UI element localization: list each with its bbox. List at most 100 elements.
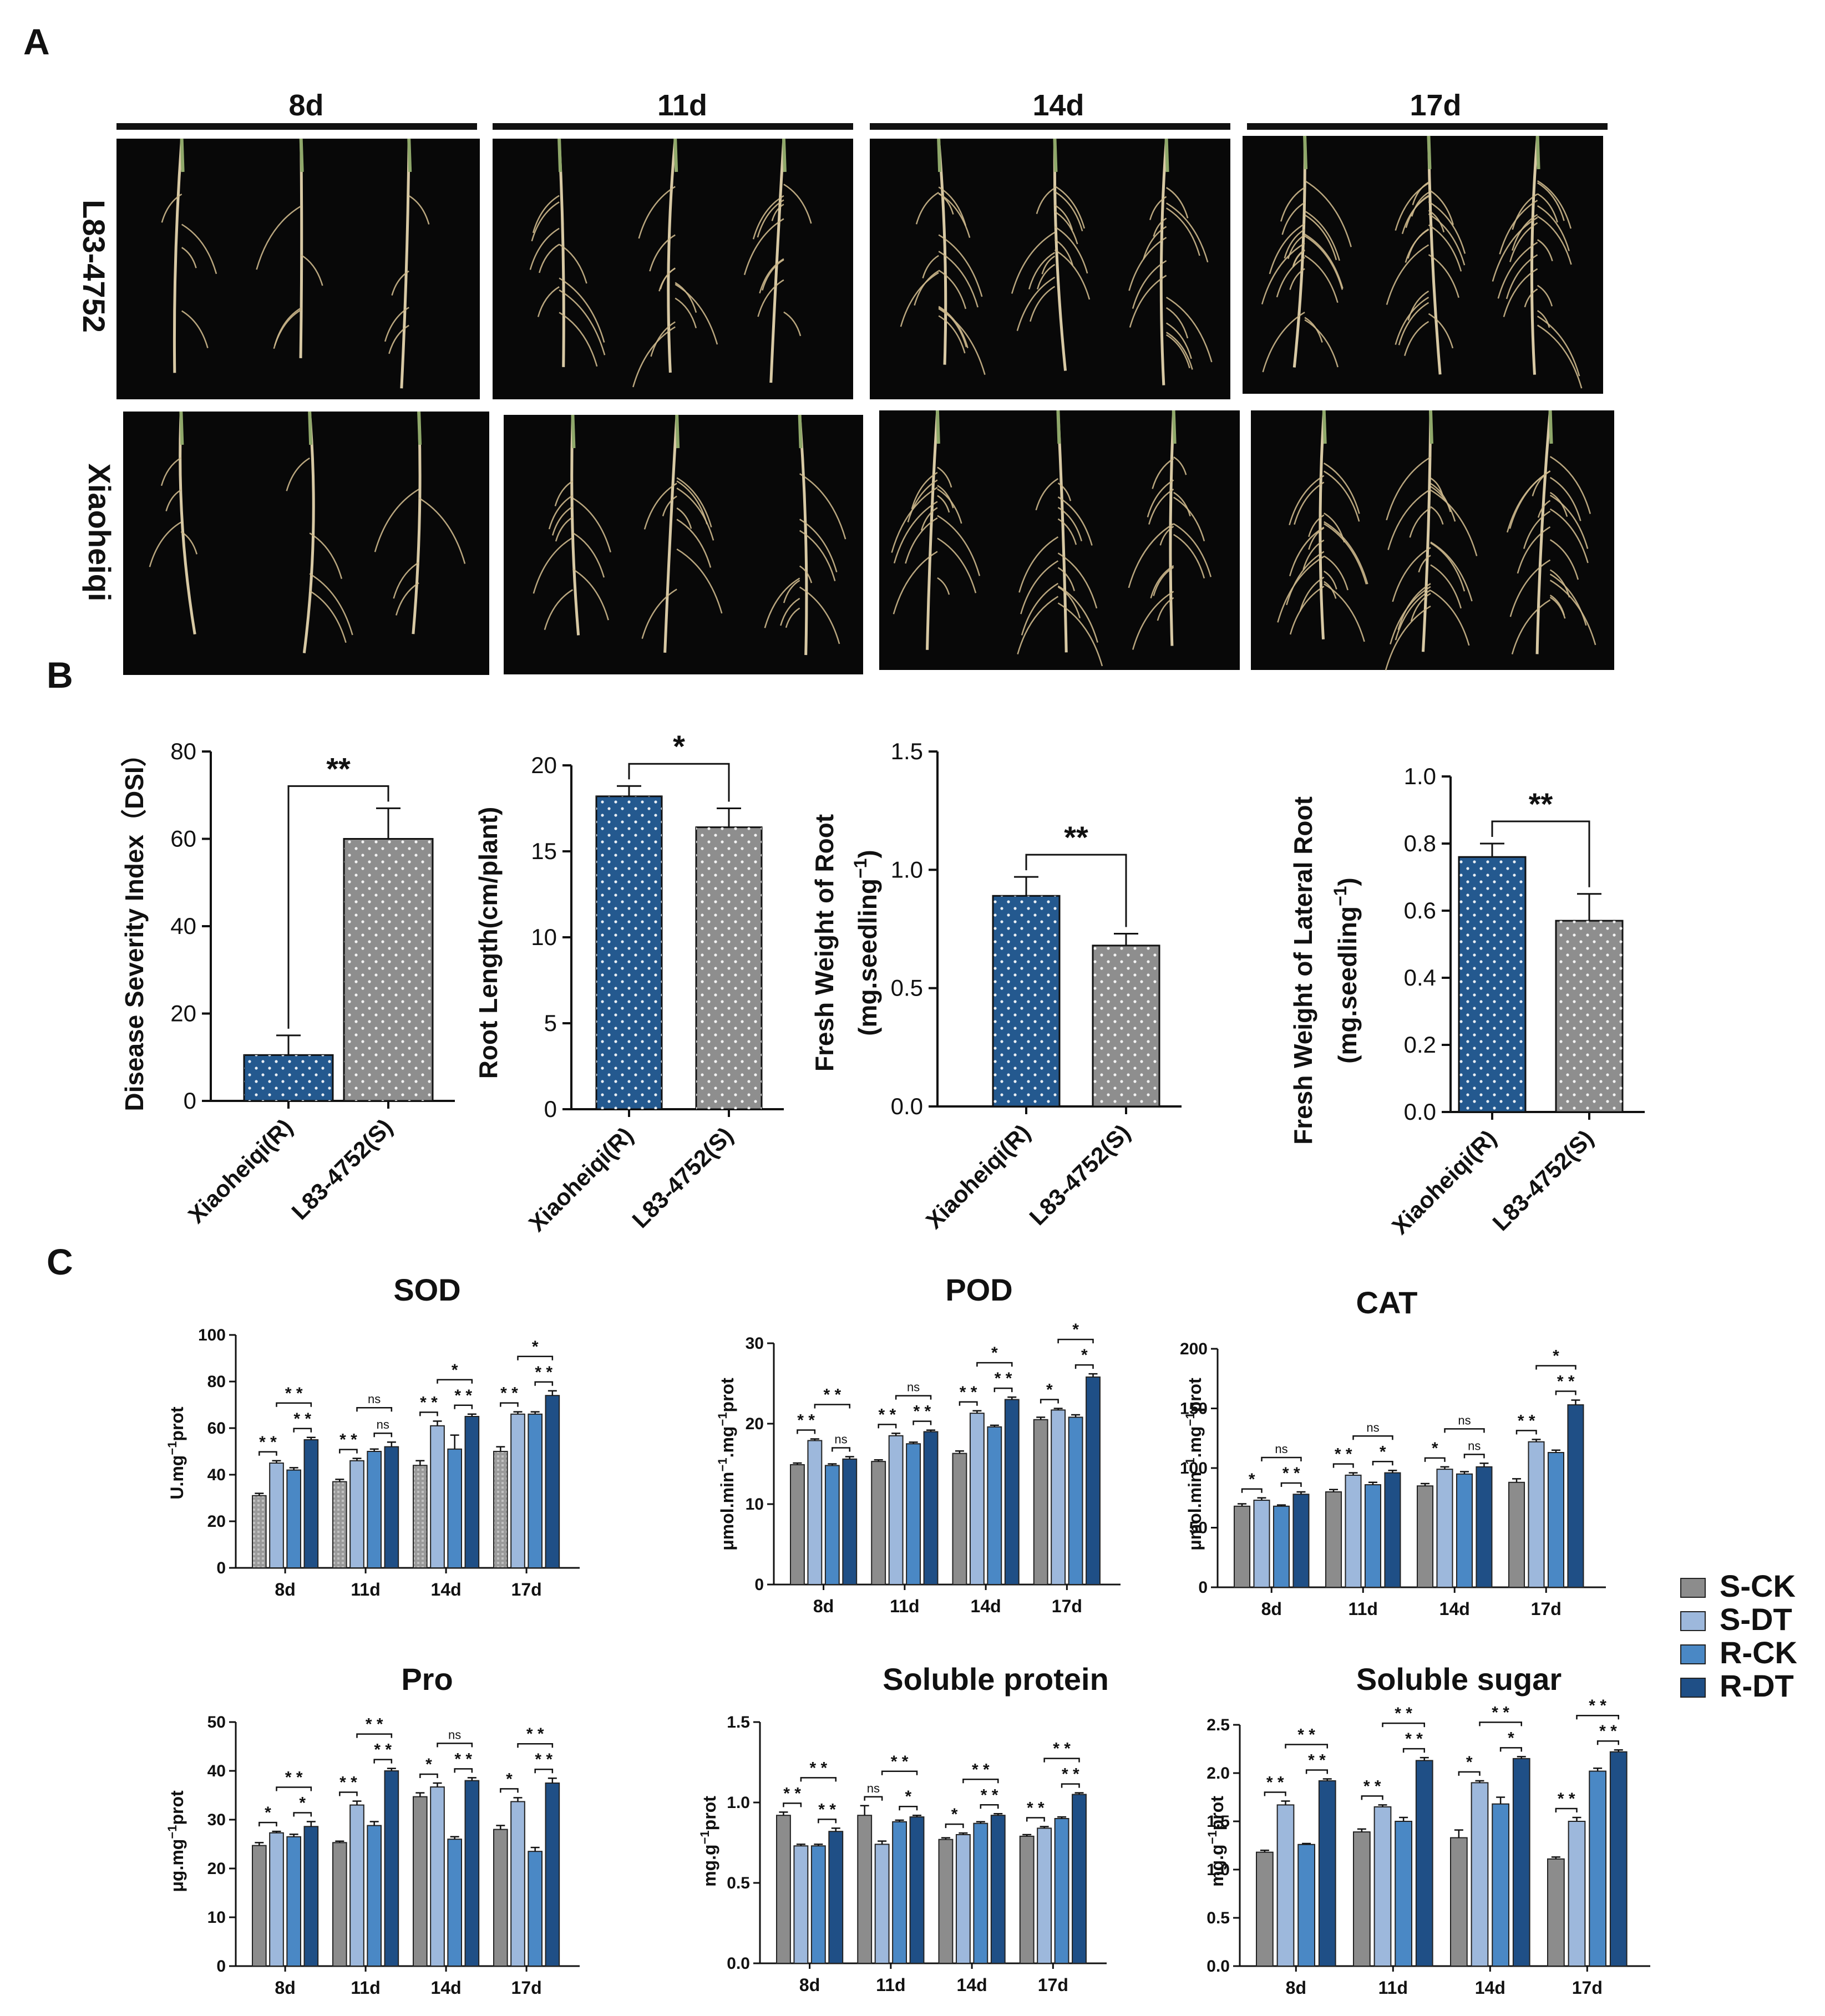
lateral-root bbox=[1537, 182, 1565, 221]
lateral-root bbox=[1324, 463, 1360, 514]
y-axis-label-superscript: −1 bbox=[1183, 1458, 1197, 1471]
lateral-root bbox=[1430, 478, 1443, 496]
lateral-root bbox=[180, 531, 198, 555]
lateral-root bbox=[757, 199, 784, 238]
lateral-root bbox=[743, 218, 784, 275]
significance-marker: * * bbox=[285, 1384, 303, 1403]
y-axis-label-superscript: −1 bbox=[698, 1830, 712, 1844]
lateral-root bbox=[1549, 595, 1565, 616]
significance-marker: * * bbox=[879, 1405, 896, 1424]
lateral-root bbox=[1407, 290, 1429, 321]
lateral-root bbox=[799, 519, 838, 572]
bar bbox=[510, 1801, 525, 1967]
bar bbox=[493, 1451, 508, 1568]
lateral-root bbox=[1308, 514, 1325, 537]
significance-marker: ** bbox=[1064, 820, 1088, 855]
bar bbox=[955, 1834, 971, 1964]
lateral-root bbox=[384, 307, 409, 342]
bar bbox=[906, 1443, 921, 1585]
lateral-root bbox=[1304, 233, 1344, 289]
y-axis-label-superscript: −1 bbox=[1205, 1830, 1219, 1844]
y-axis-label: μmol.min−1.mg−1prot bbox=[716, 1378, 737, 1551]
y-tick-label: 20 bbox=[207, 1860, 226, 1878]
lateral-root bbox=[1148, 488, 1174, 525]
y-tick-label: 0 bbox=[184, 1088, 196, 1114]
y-axis-label: mg.g−1prot bbox=[1205, 1796, 1227, 1887]
lateral-root bbox=[937, 495, 950, 513]
bar bbox=[430, 1786, 445, 1967]
lateral-root bbox=[938, 251, 979, 308]
stem bbox=[308, 411, 313, 445]
significance-marker: * * bbox=[526, 1725, 544, 1743]
lateral-root bbox=[181, 247, 197, 268]
significance-marker: * * bbox=[818, 1800, 836, 1819]
y-tick-label: 1.5 bbox=[1206, 1812, 1230, 1831]
significance-marker: * * bbox=[285, 1769, 303, 1787]
day-header-17d: 17d bbox=[1410, 89, 1461, 122]
bar bbox=[969, 1413, 985, 1585]
y-axis-label: U.mg−1prot bbox=[165, 1406, 187, 1500]
y-tick-label: 100 bbox=[198, 1326, 226, 1344]
lateral-root bbox=[538, 243, 560, 273]
bar bbox=[923, 1431, 939, 1585]
lateral-root bbox=[165, 489, 182, 511]
significance-bracket bbox=[1424, 1457, 1446, 1462]
x-tick-label: 14d bbox=[957, 1975, 987, 1995]
significance-bracket bbox=[800, 1777, 837, 1782]
lateral-root bbox=[1428, 313, 1454, 349]
significance-marker: * bbox=[425, 1755, 432, 1774]
y-tick-label: 0 bbox=[216, 1559, 226, 1577]
lateral-root bbox=[1537, 324, 1583, 389]
significance-marker: * * bbox=[797, 1411, 815, 1430]
lateral-root bbox=[915, 191, 939, 225]
lateral-root bbox=[1302, 539, 1325, 570]
x-tick-label: 14d bbox=[431, 1580, 462, 1599]
significance-bracket bbox=[258, 1451, 277, 1456]
significance-bracket bbox=[1372, 1461, 1393, 1466]
lateral-root bbox=[286, 457, 310, 491]
bar bbox=[810, 1845, 826, 1964]
significance-marker: * * bbox=[1405, 1730, 1423, 1748]
lateral-root bbox=[1289, 268, 1305, 290]
chart-pod: POD 0 10 20 30 μmol.min−1.mg−1prot 8d 11d 14d 17d… bbox=[716, 1272, 1121, 1616]
bar bbox=[349, 1460, 364, 1569]
x-tick-label: 8d bbox=[799, 1975, 820, 1995]
lateral-root bbox=[1173, 491, 1191, 517]
lateral-root bbox=[1054, 191, 1083, 232]
lateral-root bbox=[938, 307, 967, 348]
y-tick-label: 1.0 bbox=[1206, 1861, 1230, 1879]
lateral-root bbox=[1173, 456, 1187, 475]
lateral-root bbox=[938, 308, 986, 375]
significance-bracket bbox=[419, 1411, 438, 1416]
significance-marker: * * bbox=[1589, 1697, 1606, 1715]
significance-marker: * bbox=[265, 1804, 271, 1822]
significance-bracket bbox=[1074, 1364, 1094, 1369]
lateral-root bbox=[938, 270, 967, 309]
y-tick-label: 2.5 bbox=[1206, 1716, 1230, 1734]
lateral-root bbox=[1299, 576, 1325, 612]
lateral-root bbox=[548, 495, 574, 530]
lateral-root bbox=[1549, 573, 1587, 626]
lateral-root bbox=[395, 582, 419, 616]
lateral-root bbox=[1165, 332, 1193, 370]
lateral-root bbox=[1428, 210, 1445, 233]
lateral-root bbox=[920, 507, 938, 531]
lateral-root bbox=[1054, 211, 1078, 245]
lateral-root bbox=[1057, 567, 1076, 591]
significance-bracket bbox=[1026, 1817, 1045, 1822]
day-bar-17d bbox=[1247, 123, 1608, 130]
bar bbox=[510, 1413, 525, 1569]
main-root bbox=[400, 138, 410, 389]
chart-title: SOD bbox=[393, 1272, 460, 1307]
y-tick-label: 0.0 bbox=[1206, 1957, 1230, 1976]
stem bbox=[675, 414, 680, 449]
x-tick-label: 17d bbox=[1052, 1596, 1082, 1616]
bar bbox=[303, 1826, 319, 1967]
bar bbox=[286, 1469, 301, 1569]
bar bbox=[892, 1821, 907, 1964]
significance-bracket bbox=[832, 1447, 851, 1452]
lateral-root bbox=[1304, 255, 1339, 303]
stem bbox=[1172, 410, 1177, 444]
significance-bracket bbox=[945, 1823, 964, 1829]
lateral-root bbox=[1418, 555, 1431, 573]
